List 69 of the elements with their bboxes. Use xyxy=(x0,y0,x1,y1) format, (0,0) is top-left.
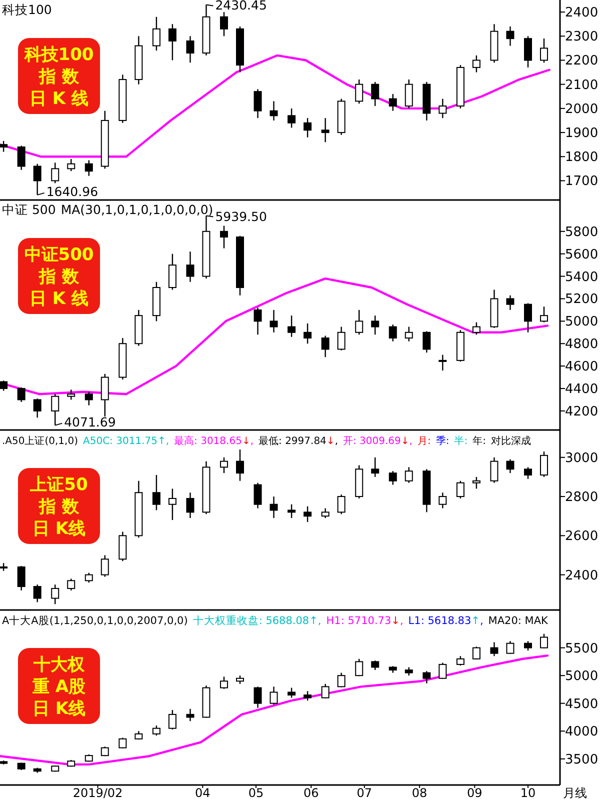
annotation: MA20: MAK xyxy=(488,615,549,627)
x-tick-label: 10 xyxy=(520,786,536,800)
y-tick-label: 5400 xyxy=(565,270,598,285)
x-tick-label: 08 xyxy=(412,786,428,800)
annotation: 中证500 xyxy=(24,245,94,265)
y-tick-label: 4600 xyxy=(565,360,598,375)
x-tick-label: 04 xyxy=(195,786,210,800)
y-tick-label: 1900 xyxy=(565,126,598,142)
chart-subtitle: MA(30,1,0,1,0,1,0,0,0,0) xyxy=(60,202,214,217)
y-tick-label: 5600 xyxy=(565,247,598,262)
annotation: 1640.96 xyxy=(46,184,98,199)
annotation: 指 数 xyxy=(38,497,80,517)
text: .A50上证(0,1,0) xyxy=(2,435,78,447)
y-tick-label: 5500 xyxy=(565,641,598,656)
annotation: 科技100 xyxy=(23,45,94,65)
chart-title: 科技100 xyxy=(2,2,52,17)
y-tick-label: 2400 xyxy=(565,6,598,21)
x-tick-label: 09 xyxy=(467,786,482,800)
annotation: 最高: 3018.65↓, xyxy=(174,435,254,447)
annotation: 日 K线 xyxy=(32,519,86,539)
x-tick-label: 05 xyxy=(248,786,264,800)
y-tick-label: 2600 xyxy=(565,529,598,544)
annotation: 指 数 xyxy=(38,67,80,87)
y-tick-label: 2800 xyxy=(565,490,598,506)
annotation: 月: xyxy=(417,436,431,447)
text: A十大A股(1,1,250,0,1,0,0,2007,0,0) xyxy=(2,614,188,627)
annotation: H1: 5710.73↓, xyxy=(326,615,404,627)
annotation: 年: xyxy=(472,435,486,447)
y-tick-label: 5200 xyxy=(565,292,598,308)
y-tick-label: 1800 xyxy=(565,150,598,166)
annotation: 2430.45 xyxy=(215,0,267,13)
y-tick-label: 5000 xyxy=(565,314,598,330)
x-tick-label: 2019/02 xyxy=(72,786,123,800)
annotation: 季: xyxy=(436,435,450,447)
y-tick-label: 3000 xyxy=(565,450,598,466)
annotation: 指 数 xyxy=(38,267,80,287)
y-tick-label: 4400 xyxy=(565,382,598,397)
annotation: 对比深成 xyxy=(490,435,531,447)
y-tick-label: 4500 xyxy=(565,696,598,712)
annotation: L1: 5618.83↑, xyxy=(408,615,484,627)
y-tick-label: 2200 xyxy=(565,54,598,69)
y-tick-label: 2400 xyxy=(565,568,598,584)
annotation: 重 A股 xyxy=(31,677,87,697)
y-tick-label: 4200 xyxy=(565,404,598,420)
y-tick-label: 5800 xyxy=(565,224,598,240)
annotation: 半: xyxy=(454,435,468,447)
annotation: 十大权 xyxy=(32,655,86,675)
y-tick-label: 2000 xyxy=(565,102,598,117)
y-tick-label: 2300 xyxy=(565,30,598,45)
annotation: 上证50 xyxy=(29,475,88,495)
y-tick-label: 5000 xyxy=(565,669,598,684)
annotation: 最低: 2997.84↓, xyxy=(258,436,338,447)
annotation: 日 K 线 xyxy=(29,89,89,109)
x-tick-label: 07 xyxy=(356,786,372,800)
annotation: A50C: 3011.75↑, xyxy=(83,436,170,447)
y-tick-label: 4800 xyxy=(565,337,598,352)
annotation: 开: 3009.69↓, xyxy=(343,436,412,447)
chart-title: 中证 500 xyxy=(2,202,56,217)
y-tick-label: 3500 xyxy=(565,752,598,768)
y-tick-label: 2100 xyxy=(565,78,598,93)
x-tick-label: 06 xyxy=(303,786,319,800)
y-tick-label: 1700 xyxy=(565,174,598,190)
annotation: 5939.50 xyxy=(215,208,267,224)
annotation: 十大权重收盘: 5688.08↑, xyxy=(192,614,322,627)
x-axis-title: 月线 xyxy=(563,786,587,800)
annotation: 4071.69 xyxy=(64,414,116,430)
y-tick-label: 4000 xyxy=(565,724,598,740)
annotation: 日 K 线 xyxy=(29,289,89,309)
annotation: 日 K线 xyxy=(32,699,86,719)
